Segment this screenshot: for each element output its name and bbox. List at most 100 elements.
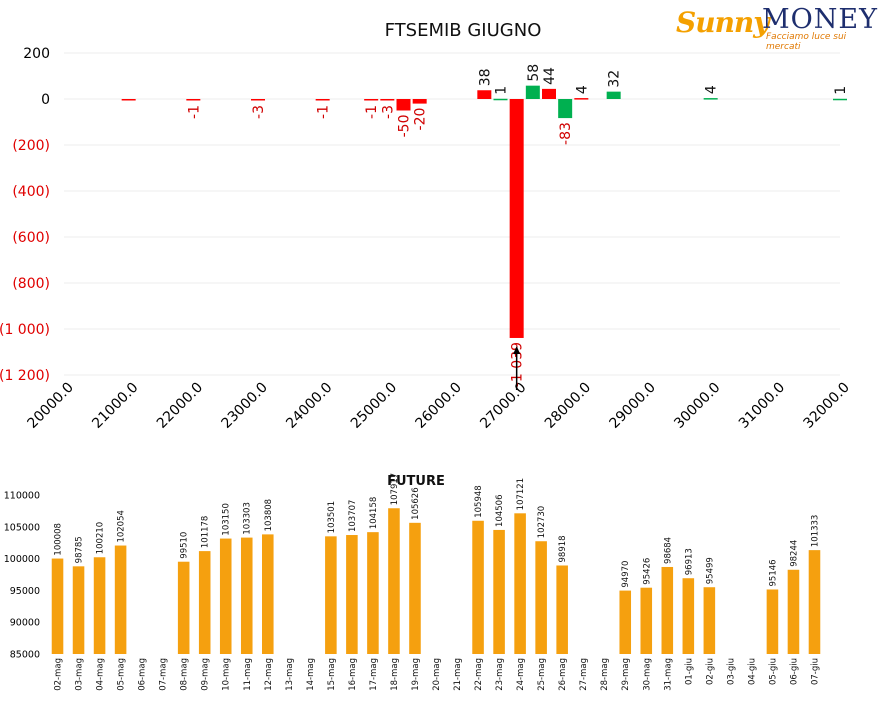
future-x-tick-label: 15-mag — [327, 658, 337, 691]
bar — [186, 99, 201, 101]
bar-value-label: -83 — [558, 122, 574, 145]
future-y-tick-label: 85000 — [10, 650, 40, 661]
future-bar-value-label: 95426 — [642, 558, 652, 585]
future-x-tick-label: 30-mag — [642, 658, 652, 691]
future-x-tick-label: 23-mag — [495, 658, 505, 691]
bar — [396, 99, 411, 111]
logo-tagline: Facciamo luce sui mercati — [766, 32, 847, 52]
future-bar — [787, 569, 800, 654]
bar — [606, 91, 621, 99]
future-bar-value-label: 101333 — [810, 515, 820, 547]
bar — [364, 99, 379, 101]
future-x-tick-label: 25-mag — [537, 658, 547, 691]
future-x-tick-label: 06-mag — [138, 658, 148, 691]
sunny-money-logo: Sunny MONEY Facciamo luce sui mercati — [676, 4, 880, 52]
future-x-tick-label: 07-mag — [159, 658, 169, 691]
future-x-tick-label: 01-giu — [684, 658, 694, 685]
future-x-tick-label: 08-mag — [180, 658, 190, 691]
future-x-tick-label: 09-mag — [201, 658, 211, 691]
x-tick-label: 28000.0 — [542, 380, 594, 432]
future-x-tick-label: 10-mag — [222, 658, 232, 691]
future-bar-value-label: 96913 — [684, 548, 694, 575]
bar — [558, 99, 573, 119]
future-bar-value-label: 104506 — [495, 494, 505, 526]
future-bar — [219, 538, 232, 654]
future-bar-value-label: 107917 — [390, 473, 400, 505]
bar-value-label: -20 — [413, 108, 429, 131]
future-x-tick-label: 05-giu — [768, 658, 778, 685]
bar-value-label: 1 — [494, 86, 510, 95]
future-bar — [367, 532, 379, 654]
logo-brand-right: MONEY — [762, 4, 878, 35]
x-tick-label: 21000.0 — [89, 380, 141, 432]
bar — [833, 98, 847, 101]
x-tick-label: 32000.0 — [801, 380, 853, 432]
future-x-tick-label: 24-mag — [516, 658, 526, 691]
future-bar — [640, 587, 653, 654]
y-tick-label: 200 — [23, 46, 50, 62]
bar-value-label: -50 — [397, 115, 413, 138]
x-tick-label: 23000.0 — [219, 380, 271, 432]
future-bar-value-label: 102054 — [117, 510, 127, 542]
future-bar — [556, 565, 568, 654]
bar-value-label: 32 — [607, 70, 623, 88]
future-x-tick-label: 03-mag — [75, 658, 85, 691]
future-bar — [198, 551, 211, 654]
future-x-tick-label: 22-mag — [474, 658, 484, 691]
future-x-tick-label: 04-giu — [747, 658, 757, 685]
bar-value-label: 58 — [526, 64, 542, 82]
x-tick-label: 31000.0 — [736, 380, 788, 432]
x-tick-label: 20000.0 — [25, 380, 77, 432]
bar-value-label: -3 — [380, 105, 396, 119]
future-bar — [661, 566, 674, 654]
future-bar-value-label: 102730 — [537, 506, 547, 538]
y-tick-label: (200) — [12, 138, 50, 154]
future-x-tick-label: 07-giu — [810, 658, 820, 685]
future-bar — [472, 520, 484, 654]
future-x-tick-label: 12-mag — [264, 658, 274, 691]
bar-value-label: 44 — [542, 67, 558, 85]
future-bar — [514, 513, 526, 654]
bar — [412, 99, 427, 104]
future-x-tick-label: 14-mag — [306, 658, 316, 691]
future-y-tick-label: 100000 — [4, 554, 40, 565]
future-bar — [93, 557, 106, 654]
future-bar-value-label: 98785 — [75, 536, 85, 563]
bar — [121, 99, 136, 101]
future-x-tick-label: 26-mag — [558, 658, 568, 691]
future-bar-value-label: 99510 — [180, 532, 190, 559]
y-tick-label: (800) — [12, 276, 50, 292]
chart-title: FTSEMIB GIUGNO — [385, 20, 542, 41]
future-bar — [535, 541, 547, 654]
future-x-tick-label: 29-mag — [621, 658, 631, 691]
bar-value-label: 1 — [833, 86, 849, 95]
future-y-tick-label: 110000 — [4, 491, 40, 502]
future-x-tick-label: 16-mag — [348, 658, 358, 691]
future-x-tick-label: 04-mag — [96, 658, 106, 691]
x-tick-label: 26000.0 — [413, 380, 465, 432]
bar — [509, 99, 524, 338]
bar-value-label: -1 — [364, 105, 380, 119]
future-x-tick-label: 27-mag — [579, 658, 589, 691]
future-title: FUTURE — [387, 474, 445, 489]
future-x-tick-label: 06-giu — [789, 658, 799, 685]
future-bar — [619, 590, 632, 654]
future-bar-value-label: 95499 — [705, 557, 715, 584]
future-bar-value-label: 98684 — [663, 537, 673, 564]
y-tick-label: (400) — [12, 184, 50, 200]
y-tick-label: (1 200) — [0, 368, 50, 384]
future-x-tick-label: 02-giu — [705, 658, 715, 685]
future-bar — [808, 550, 821, 654]
bar-value-label: 4 — [574, 85, 590, 94]
bar — [477, 90, 492, 99]
future-bar-value-label: 103501 — [327, 501, 337, 533]
future-y-tick-label: 90000 — [10, 618, 40, 629]
future-bar-value-label: 94970 — [621, 561, 631, 588]
future-bar — [703, 587, 716, 654]
future-bar-value-label: 95146 — [768, 559, 778, 586]
future-x-tick-label: 17-mag — [369, 658, 379, 691]
future-x-tick-label: 11-mag — [243, 658, 253, 691]
future-x-tick-label: 13-mag — [285, 658, 295, 691]
bar — [251, 99, 265, 101]
